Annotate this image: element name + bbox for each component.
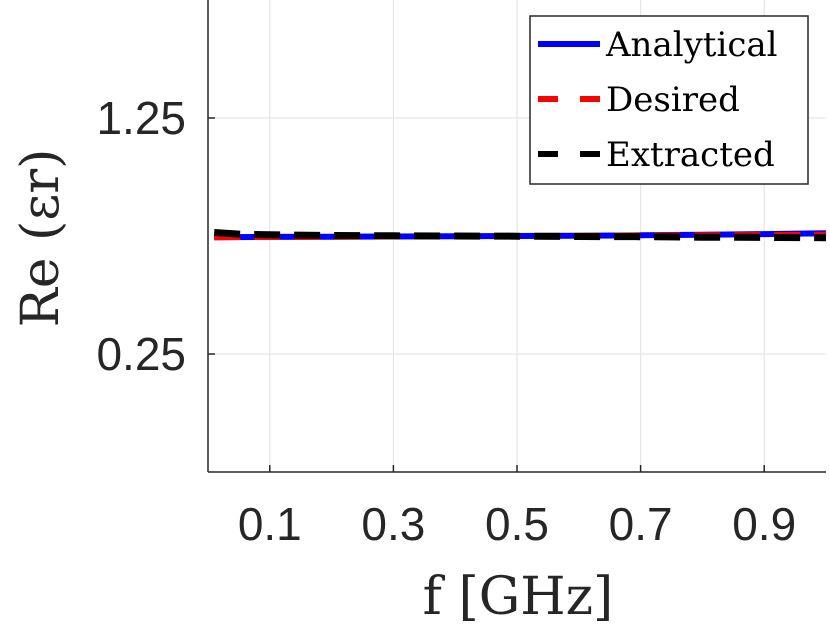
x-tick-label: 0.1 (238, 498, 302, 550)
legend-box (529, 15, 809, 185)
series-layer (213, 229, 827, 242)
x-tick-label: 0.5 (485, 498, 549, 550)
y-tick-label: 0.25 (96, 328, 186, 380)
x-axis-label: f [GHz] (423, 567, 614, 627)
y-axis-label: Re (εr) (11, 149, 71, 328)
legend-label-analytical: Analytical (605, 25, 778, 65)
x-ticks: 0.1 0.3 0.5 0.7 0.9 (238, 465, 796, 550)
x-tick-label: 0.3 (361, 498, 425, 550)
x-tick-label: 0.7 (609, 498, 673, 550)
legend-label-extracted: Extracted (606, 135, 775, 175)
legend: Analytical Desired Extracted (529, 15, 809, 185)
x-tick-label: 0.9 (732, 498, 796, 550)
series-line-extracted (213, 229, 827, 242)
y-tick-label: 1.25 (96, 92, 186, 144)
y-ticks: 0.25 1.25 (96, 92, 215, 380)
legend-label-desired: Desired (606, 80, 740, 120)
